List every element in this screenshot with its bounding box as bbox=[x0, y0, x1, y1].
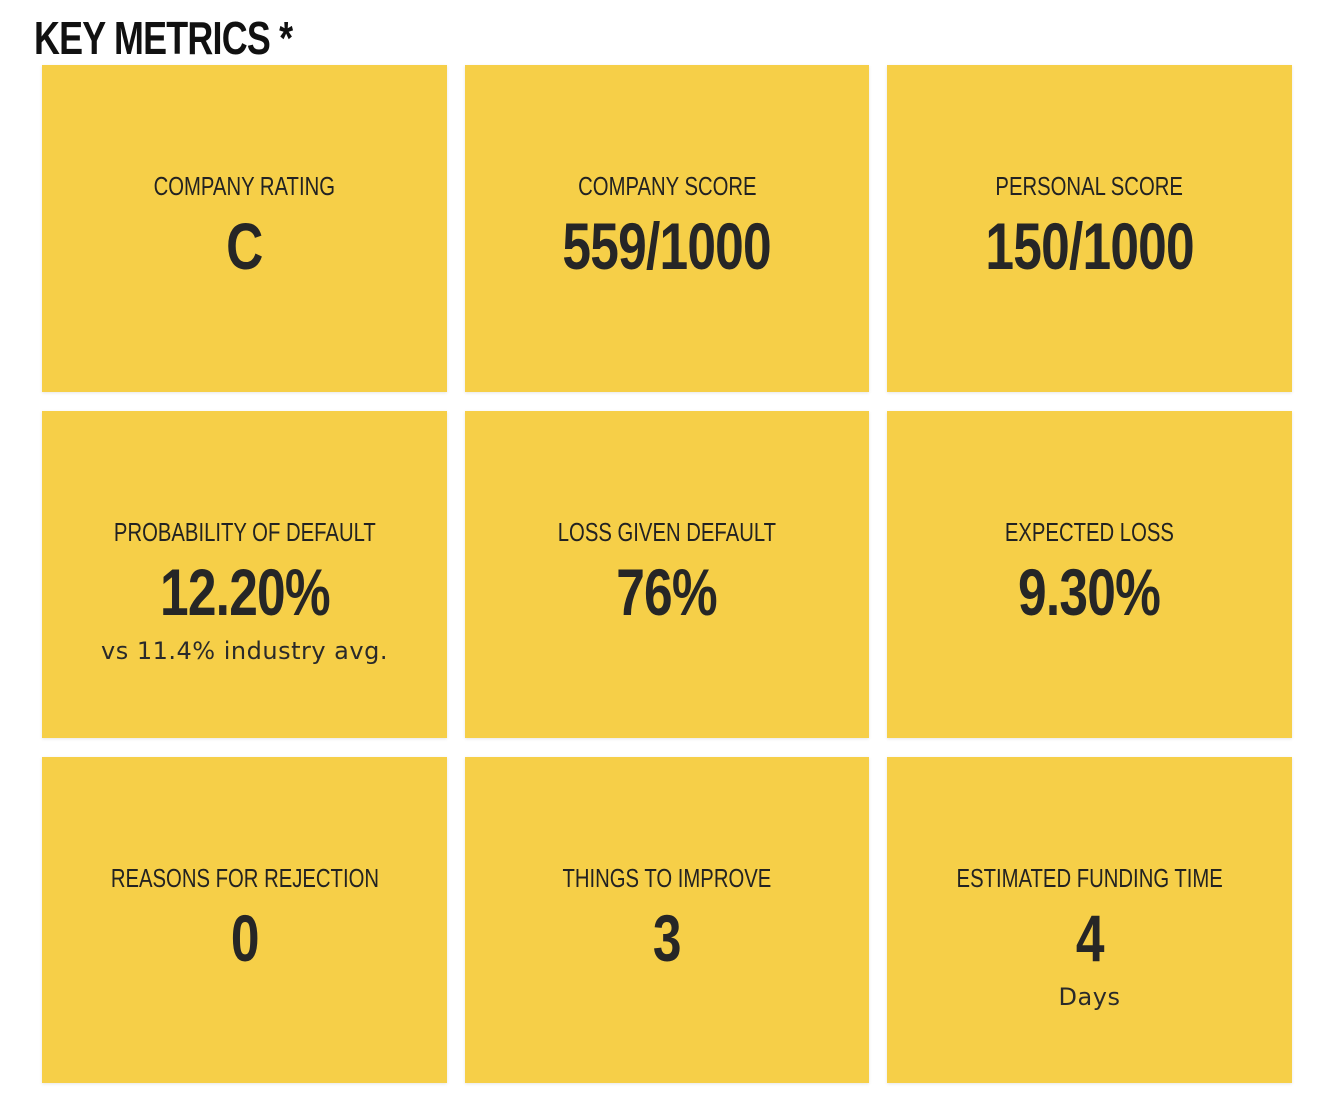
metric-label: ESTIMATED FUNDING TIME bbox=[956, 863, 1223, 893]
metric-label: LOSS GIVEN DEFAULT bbox=[557, 517, 777, 547]
metrics-grid: COMPANY RATING C COMPANY SCORE 559/1000 … bbox=[42, 65, 1293, 1083]
metric-tile-things-to-improve: THINGS TO IMPROVE 3 bbox=[465, 757, 869, 1083]
metric-subtext: vs 11.4% industry avg. bbox=[101, 637, 388, 665]
metric-value: 3 bbox=[653, 901, 682, 975]
metric-tile-expected-loss: EXPECTED LOSS 9.30% bbox=[887, 411, 1292, 738]
metric-label: PROBABILITY OF DEFAULT bbox=[113, 517, 376, 547]
metric-value: 150/1000 bbox=[985, 209, 1194, 283]
metric-tile-personal-score: PERSONAL SCORE 150/1000 bbox=[887, 65, 1292, 392]
metric-value: 559/1000 bbox=[562, 209, 772, 283]
metric-value: 12.20% bbox=[159, 555, 331, 629]
metric-tile-probability-of-default: PROBABILITY OF DEFAULT 12.20% vs 11.4% i… bbox=[42, 411, 447, 738]
metric-value: 76% bbox=[616, 555, 718, 629]
metric-label: COMPANY SCORE bbox=[577, 171, 757, 201]
metric-value: C bbox=[226, 209, 263, 283]
metric-label: THINGS TO IMPROVE bbox=[562, 863, 772, 893]
metric-label: PERSONAL SCORE bbox=[995, 171, 1184, 201]
metric-label: EXPECTED LOSS bbox=[1004, 517, 1175, 547]
metric-tile-company-score: COMPANY SCORE 559/1000 bbox=[465, 65, 869, 392]
metric-tile-estimated-funding-time: ESTIMATED FUNDING TIME 4 Days bbox=[887, 757, 1292, 1083]
metric-value: 9.30% bbox=[1018, 555, 1161, 629]
metric-value: 4 bbox=[1075, 901, 1105, 975]
page-title: KEY METRICS * bbox=[34, 12, 293, 64]
metric-subtext: Days bbox=[1058, 983, 1121, 1011]
metric-tile-company-rating: COMPANY RATING C bbox=[42, 65, 447, 392]
metric-label: COMPANY RATING bbox=[153, 171, 336, 201]
metric-value: 0 bbox=[230, 901, 260, 975]
metric-tile-reasons-for-rejection: REASONS FOR REJECTION 0 bbox=[42, 757, 447, 1083]
metric-tile-loss-given-default: LOSS GIVEN DEFAULT 76% bbox=[465, 411, 869, 738]
metric-label: REASONS FOR REJECTION bbox=[110, 863, 379, 893]
